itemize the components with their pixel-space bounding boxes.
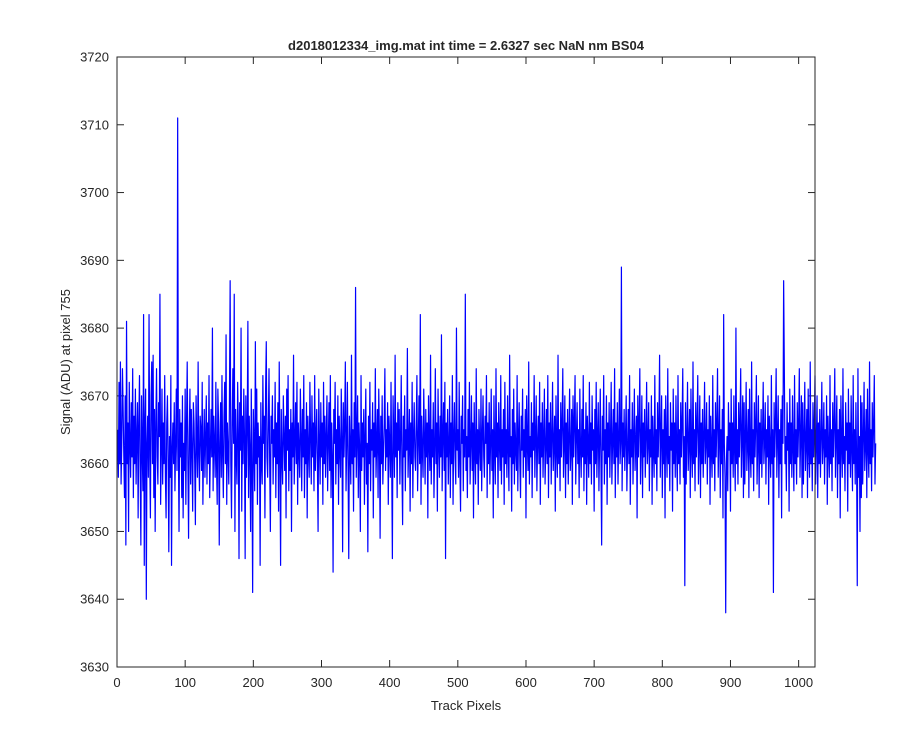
y-tick-label: 3680 xyxy=(80,321,109,336)
x-tick-label: 1000 xyxy=(784,675,813,690)
x-tick-label: 100 xyxy=(174,675,196,690)
y-tick-label: 3650 xyxy=(80,524,109,539)
x-tick-label: 200 xyxy=(242,675,264,690)
x-tick-label: 300 xyxy=(311,675,333,690)
x-tick-label: 800 xyxy=(651,675,673,690)
y-tick-label: 3660 xyxy=(80,456,109,471)
series-line xyxy=(117,117,877,614)
x-tick-label: 900 xyxy=(720,675,742,690)
x-tick-label: 0 xyxy=(113,675,120,690)
plot-frame xyxy=(116,56,816,668)
y-tick-label: 3640 xyxy=(80,592,109,607)
x-tick-label: 700 xyxy=(583,675,605,690)
y-tick-label: 3670 xyxy=(80,388,109,403)
x-axis-label: Track Pixels xyxy=(431,698,502,713)
y-tick-label: 3720 xyxy=(80,50,109,65)
y-tick-label: 3630 xyxy=(80,660,109,675)
y-tick-label: 3700 xyxy=(80,185,109,200)
x-tick-label: 600 xyxy=(515,675,537,690)
y-tick-label: 3710 xyxy=(80,117,109,132)
x-tick-label: 400 xyxy=(379,675,401,690)
y-axis-label: Signal (ADU) at pixel 755 xyxy=(58,289,73,435)
chart-title: d2018012334_img.mat int time = 2.6327 se… xyxy=(288,38,645,53)
x-tick-label: 500 xyxy=(447,675,469,690)
y-tick-label: 3690 xyxy=(80,253,109,268)
tick-group: 0 100 200 300 400 500 600 700 800 900 1000 3630 3640… xyxy=(80,50,815,690)
